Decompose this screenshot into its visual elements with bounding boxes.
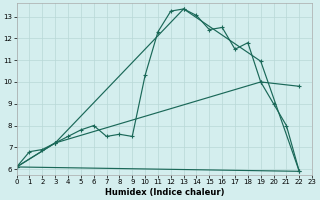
X-axis label: Humidex (Indice chaleur): Humidex (Indice chaleur) <box>105 188 224 197</box>
